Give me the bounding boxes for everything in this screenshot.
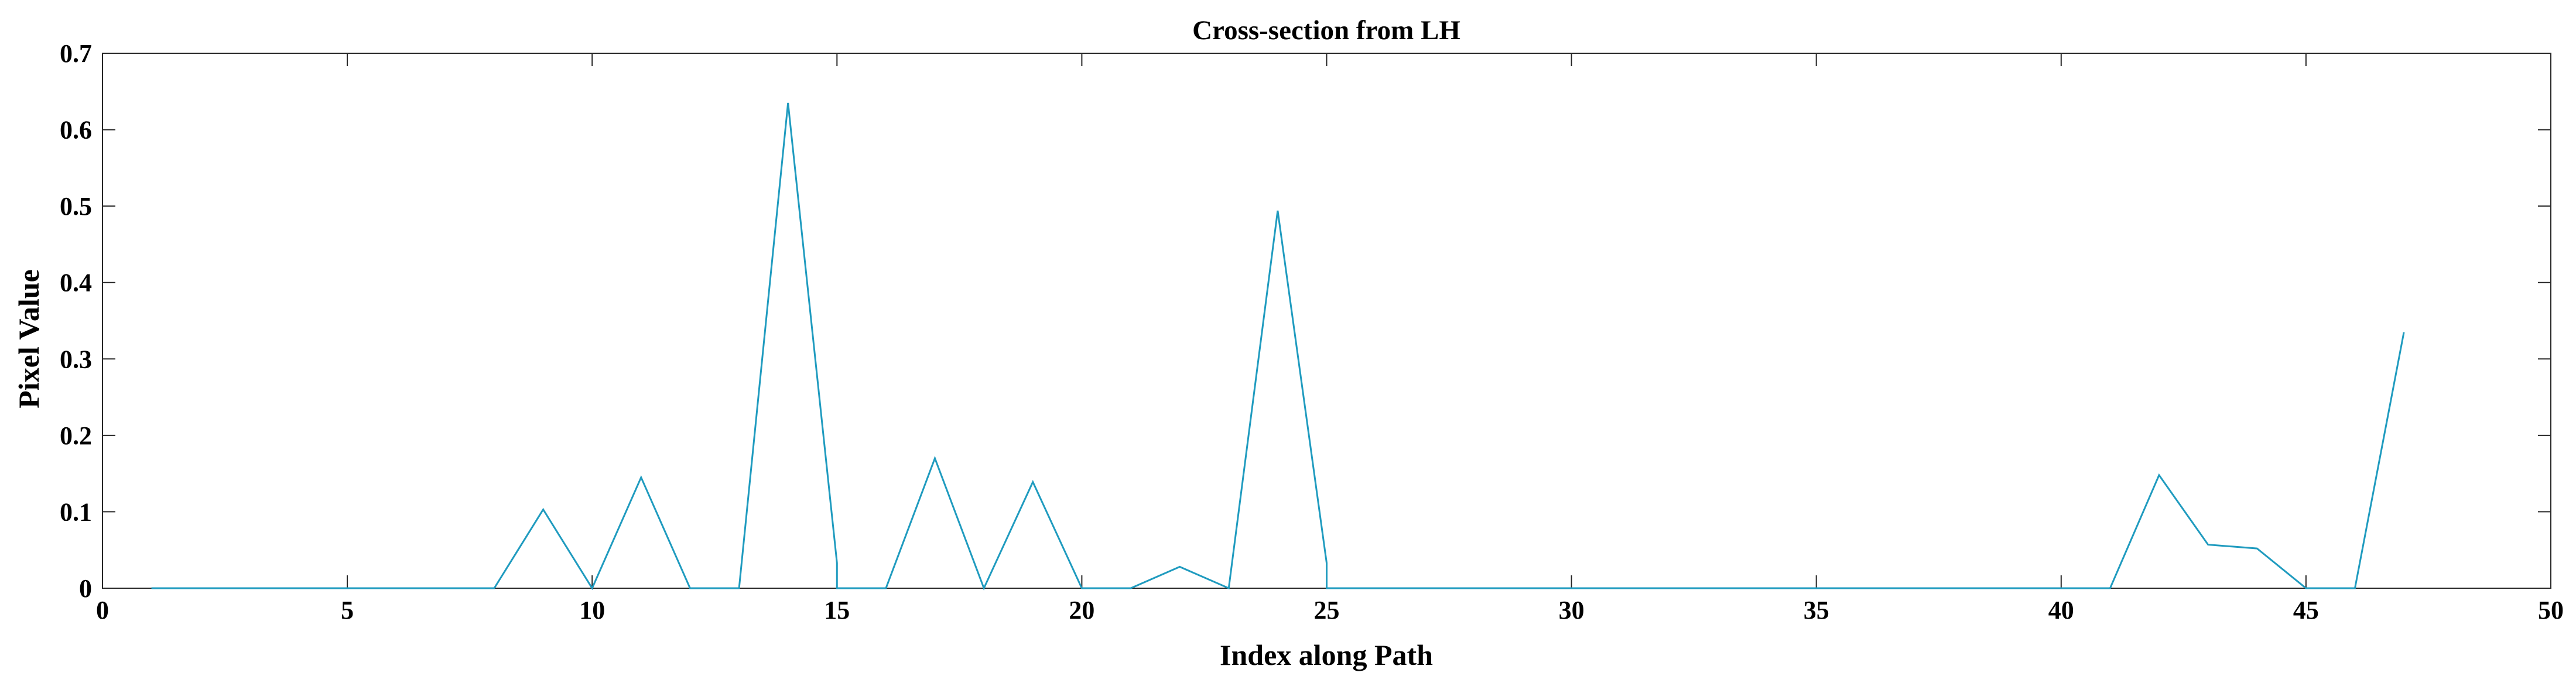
x-tick-label: 10 — [579, 596, 605, 624]
y-tick-label: 0.5 — [60, 192, 92, 221]
x-tick-label: 15 — [824, 596, 850, 624]
y-axis-label: Pixel Value — [12, 269, 45, 409]
y-tick-label: 0 — [79, 574, 92, 603]
x-axis-label: Index along Path — [1220, 639, 1433, 671]
y-tick-label: 0.4 — [60, 269, 92, 297]
chart-title: Cross-section from LH — [1192, 15, 1460, 46]
y-tick-label: 0.7 — [60, 39, 92, 68]
y-tick-label: 0.6 — [60, 116, 92, 145]
y-tick-label: 0.1 — [60, 497, 92, 526]
y-tick-label: 0.3 — [60, 345, 92, 373]
x-tick-label: 45 — [2293, 596, 2319, 624]
plot-area: 0 5 10 15 20 25 30 35 40 45 50 0 0.1 0.2 0.3 0.4 0.5 0.6 0… — [60, 39, 2564, 624]
x-tick-label: 20 — [1069, 596, 1094, 624]
x-tick-label: 5 — [341, 596, 354, 624]
x-tick-label: 30 — [1559, 596, 1585, 624]
axes-box — [102, 53, 2551, 589]
x-tick-label: 25 — [1314, 596, 1340, 624]
series-line — [151, 102, 2405, 591]
y-tick-label: 0.2 — [60, 421, 92, 450]
x-tick-label: 50 — [2538, 596, 2564, 624]
x-tick-label: 40 — [2048, 596, 2074, 624]
x-tick-label: 0 — [96, 596, 109, 624]
x-tick-label: 35 — [1804, 596, 1829, 624]
